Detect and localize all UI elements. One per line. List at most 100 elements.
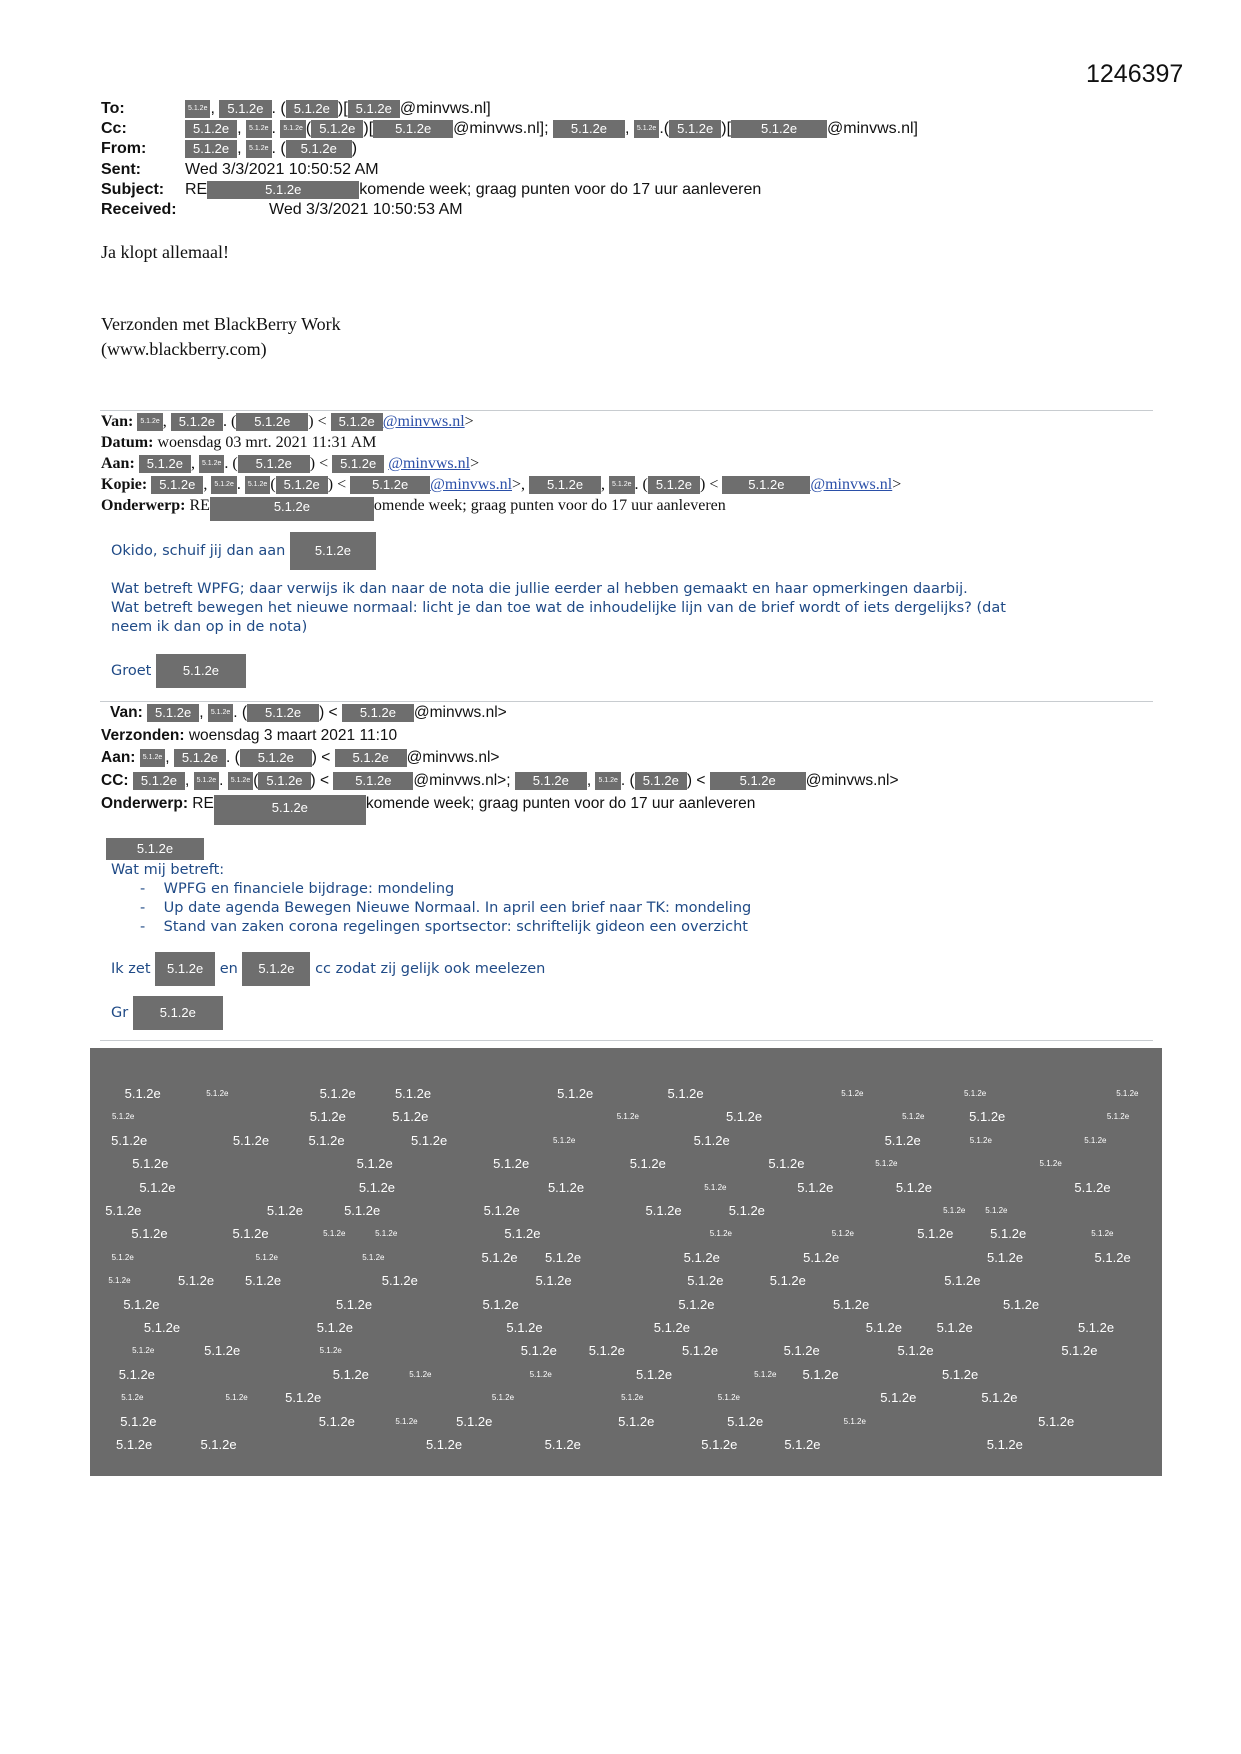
van-label: Van: — [110, 704, 143, 721]
redaction-box: 5.1.2e — [132, 772, 186, 790]
redaction-label: 5.1.2e — [139, 1179, 176, 1195]
redaction-label: 5.1.2e — [683, 1249, 720, 1265]
redaction-label: 5.1.2e — [108, 1276, 131, 1286]
redaction-label: 5.1.2e — [985, 1206, 1008, 1215]
redaction-label: 5.1.2e — [1084, 1135, 1107, 1145]
redaction-box: 5.1.2e — [185, 140, 238, 158]
redaction-label: 5.1.2e — [362, 1252, 385, 1262]
email-link[interactable]: @minvws.nl — [382, 413, 465, 430]
email-link[interactable]: @minvws.nl — [388, 455, 471, 472]
redaction-box: 5.1.2e — [139, 749, 166, 767]
redaction-label: 5.1.2e — [1094, 1249, 1131, 1265]
body-paragraph: Wat betreft WPFG; daar verwijs ik dan na… — [111, 581, 968, 597]
redaction-label: 5.1.2e — [323, 1229, 346, 1239]
redaction-box: 5.1.2e — [341, 704, 414, 722]
redaction-label: 5.1.2e — [553, 1135, 576, 1145]
redaction-label: 5.1.2e — [529, 1369, 552, 1379]
redaction-box: 5.1.2e — [247, 704, 320, 722]
verzonden-label: Verzonden: — [101, 727, 185, 744]
email-link[interactable]: @minvws.nl — [810, 476, 893, 493]
redaction-label: 5.1.2e — [557, 1086, 594, 1101]
redaction-label: 5.1.2e — [255, 1252, 278, 1262]
subject-value: omende week; graag punten voor do 17 uur… — [373, 497, 726, 514]
cc-domain: @minvws.nl]; — [453, 120, 549, 137]
redaction-box: 5.1.2e — [722, 476, 811, 494]
redaction-label: 5.1.2e — [482, 1296, 519, 1312]
signature-line-1: Verzonden met BlackBerry Work — [101, 314, 341, 334]
redaction-box: 5.1.2e — [647, 476, 700, 494]
text: en — [219, 961, 238, 977]
redaction-box: 5.1.2e — [514, 772, 587, 790]
redaction-label: 5.1.2e — [944, 1273, 981, 1289]
subject-label: Subject: — [101, 181, 165, 198]
redaction-label: 5.1.2e — [143, 1320, 181, 1335]
greeting-line: Gr 5.1.2e — [111, 996, 223, 1030]
redaction-label: 5.1.2e — [990, 1226, 1027, 1242]
redaction-box: 5.1.2e — [227, 772, 254, 790]
redaction-label: 5.1.2e — [635, 1366, 673, 1382]
redaction-label: 5.1.2e — [506, 1320, 543, 1335]
redaction-box: 5.1.2e — [147, 704, 200, 722]
redaction-label: 5.1.2e — [425, 1437, 463, 1452]
body-paragraph: neem ik dan op in de nota) — [111, 619, 308, 635]
redaction-box: 5.1.2e — [709, 772, 806, 790]
redaction-label: 5.1.2e — [204, 1343, 241, 1359]
redaction-box: 5.1.2e — [246, 140, 272, 158]
greeting: Gr — [111, 1005, 129, 1021]
email-link[interactable]: @minvws.nl — [430, 476, 513, 493]
redaction-label: 5.1.2e — [493, 1156, 530, 1172]
redaction-label: 5.1.2e — [797, 1179, 834, 1195]
redaction-label: 5.1.2e — [843, 1416, 866, 1426]
redaction-label: 5.1.2e — [544, 1249, 582, 1265]
redaction-label: 5.1.2e — [111, 1252, 134, 1262]
redaction-label: 5.1.2e — [880, 1390, 917, 1406]
redaction-box: 5.1.2e — [213, 795, 366, 825]
redaction-label: 5.1.2e — [687, 1273, 724, 1289]
redaction-label: 5.1.2e — [1003, 1296, 1040, 1312]
redaction-label: 5.1.2e — [456, 1413, 493, 1429]
signature-line-2: (www.blackberry.com) — [101, 339, 267, 359]
redaction-label: 5.1.2e — [225, 1393, 248, 1403]
redaction-label: 5.1.2e — [645, 1203, 682, 1218]
redaction-label: 5.1.2e — [124, 1086, 161, 1101]
redaction-label: 5.1.2e — [986, 1249, 1024, 1265]
redaction-box: 5.1.2e — [219, 100, 272, 118]
verzonden-value: woensdag 3 maart 2021 11:10 — [188, 727, 398, 744]
redaction-label: 5.1.2e — [116, 1437, 153, 1452]
redaction-label: 5.1.2e — [936, 1320, 973, 1335]
redaction-label: 5.1.2e — [895, 1179, 932, 1195]
redaction-box: 5.1.2e — [137, 413, 163, 431]
redaction-box: 5.1.2e — [246, 120, 272, 138]
redaction-label: 5.1.2e — [375, 1229, 398, 1239]
redaction-label: 5.1.2e — [356, 1156, 393, 1172]
redaction-box: 5.1.2e — [373, 120, 454, 138]
redaction-label: 5.1.2e — [833, 1296, 870, 1312]
redaction-label: 5.1.2e — [121, 1393, 144, 1403]
redaction-label: 5.1.2e — [504, 1226, 541, 1242]
redaction-label: 5.1.2e — [318, 1413, 355, 1429]
redaction-box: 5.1.2e — [237, 455, 310, 473]
redaction-label: 5.1.2e — [319, 1086, 356, 1101]
redaction-label: 5.1.2e — [981, 1390, 1018, 1406]
redaction-label: 5.1.2e — [841, 1089, 864, 1098]
redaction-box: 5.1.2e — [185, 120, 238, 138]
redaction-box: 5.1.2e — [106, 838, 204, 860]
redaction-label: 5.1.2e — [177, 1273, 215, 1289]
redaction-label: 5.1.2e — [335, 1296, 373, 1312]
redaction-label: 5.1.2e — [394, 1086, 432, 1101]
redaction-box: 5.1.2e — [242, 952, 311, 986]
redaction-box: 5.1.2e — [332, 455, 385, 473]
bullet-item: - Stand van zaken corona regelingen spor… — [140, 919, 748, 935]
redaction-box: 5.1.2e — [289, 532, 376, 570]
redaction-label: 5.1.2e — [232, 1226, 269, 1242]
redaction-label: 5.1.2e — [1039, 1159, 1062, 1169]
redaction-box: 5.1.2e — [333, 772, 414, 790]
text: cc zodat zij gelijk ook meelezen — [315, 961, 546, 977]
greeting: Groet — [111, 663, 152, 679]
datum-label: Datum: — [101, 434, 154, 451]
redaction-label: 5.1.2e — [1038, 1413, 1075, 1429]
redaction-label: 5.1.2e — [783, 1343, 820, 1359]
redaction-box: 5.1.2e — [132, 996, 223, 1030]
redaction-label: 5.1.2e — [483, 1203, 520, 1218]
redaction-label: 5.1.2e — [1077, 1320, 1115, 1335]
